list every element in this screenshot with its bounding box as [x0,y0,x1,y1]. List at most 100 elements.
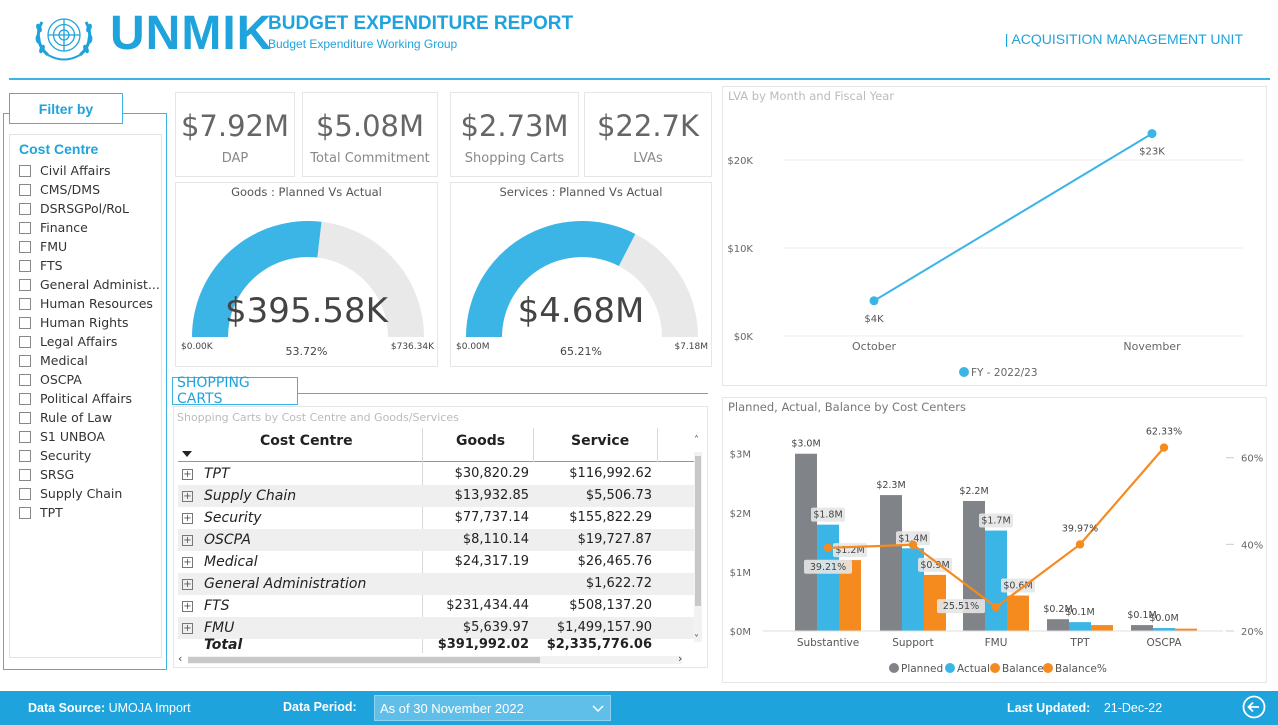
scroll-down-icon[interactable]: ˅ [694,634,699,645]
checkbox[interactable] [19,259,31,272]
checkbox[interactable] [19,506,31,519]
balance-pct-point [991,602,1001,612]
checkbox[interactable] [19,373,31,386]
expand-plus-icon[interactable]: + [182,601,193,612]
checkbox[interactable] [19,278,31,291]
checkbox[interactable] [19,202,31,215]
cost-centre-option[interactable]: Security [19,446,159,465]
y-tick-label: $1M [730,568,751,579]
y-tick-label: $20K [727,156,753,167]
checkbox[interactable] [19,468,31,481]
brand-name: UNMIK [110,7,273,60]
x-tick-label: October [852,340,896,353]
data-label: $0.2M [1043,604,1072,615]
series-line [873,132,1153,302]
cost-centre-option[interactable]: FMU [19,237,159,256]
bar-planned [880,495,902,631]
x-tick-label: TPT [1069,637,1090,649]
scroll-up-icon[interactable]: ˄ [694,435,699,446]
expand-plus-icon[interactable]: + [182,491,193,502]
report-subtitle: Budget Expenditure Working Group [268,37,458,51]
cost-centre-option[interactable]: General Administ... [19,275,159,294]
filter-heading: Filter by [9,93,123,124]
checkbox[interactable] [19,297,31,310]
scrollbar-thumb[interactable] [188,657,540,663]
bar-actual [817,524,839,631]
cost-centre-option[interactable]: Legal Affairs [19,332,159,351]
vertical-scrollbar[interactable] [694,452,702,642]
balance-pct-point [823,543,833,552]
cost-centre-option[interactable]: Medical [19,351,159,370]
cost-centre-list: Civil Affairs CMS/DMS DSRSGPol/RoL Finance F… [19,161,159,522]
table-row: + General Administration $1,622.72 [178,573,695,595]
cost-centre-option[interactable]: OSCPA [19,370,159,389]
cost-centre-option[interactable]: Political Affairs [19,389,159,408]
cost-centre-option[interactable]: Supply Chain [19,484,159,503]
y2-tick-label: 40% [1241,540,1263,551]
table-total-row: Total $391,992.02 $2,335,776.06 [178,634,695,656]
cell-goods: $77,737.14 [454,510,529,525]
data-period-dropdown[interactable]: As of 30 November 2022 [374,695,611,721]
cell-cost-centre: FTS [204,598,230,614]
checkbox[interactable] [19,240,31,253]
cell-cost-centre: Supply Chain [204,488,297,504]
checkbox[interactable] [19,354,31,367]
expand-plus-icon[interactable]: + [182,469,193,480]
cost-centre-option[interactable]: TPT [19,503,159,522]
horizontal-scrollbar[interactable] [188,656,682,664]
checkbox[interactable] [19,392,31,405]
column-header-service[interactable]: Service [571,433,630,449]
checkbox[interactable] [19,316,31,329]
gauge-arc [192,221,424,337]
cost-centre-option[interactable]: CMS/DMS [19,180,159,199]
table-row: + FMU $5,639.97 $1,499,157.90 [178,617,695,639]
checkbox[interactable] [19,430,31,443]
sort-desc-icon[interactable] [182,451,192,457]
expand-plus-icon[interactable]: + [182,513,193,524]
expand-plus-icon[interactable]: + [182,623,193,634]
data-label: $0.1M [1127,610,1156,621]
option-label: Civil Affairs [40,163,111,178]
checkbox[interactable] [19,335,31,348]
checkbox[interactable] [19,487,31,500]
cost-centre-option[interactable]: DSRSGPol/RoL [19,199,159,218]
gauge-title: Goods : Planned Vs Actual [231,185,382,199]
scrollbar-thumb[interactable] [695,456,701,606]
checkbox[interactable] [19,164,31,177]
scroll-right-icon[interactable]: › [678,652,683,665]
checkbox[interactable] [19,411,31,424]
data-label: 62.33% [1146,427,1182,438]
kpi-label: Total Commitment [310,151,430,166]
expand-plus-icon[interactable]: + [182,579,193,590]
data-label: $0.6M [1003,581,1032,592]
checkbox[interactable] [19,449,31,462]
cell-service: $5,506.73 [585,488,652,503]
data-period-value: As of 30 November 2022 [380,701,524,716]
bar-balance [1091,625,1113,631]
cost-centre-option[interactable]: Human Rights [19,313,159,332]
cost-centre-option[interactable]: SRSG [19,465,159,484]
x-tick-label: Support [892,637,934,649]
cost-centre-option[interactable]: Civil Affairs [19,161,159,180]
gauge-arc [466,221,698,337]
cost-centre-option[interactable]: Rule of Law [19,408,159,427]
checkbox[interactable] [19,221,31,234]
expand-plus-icon[interactable]: + [182,535,193,546]
scroll-left-icon[interactable]: ‹ [178,652,183,665]
column-header-goods[interactable]: Goods [456,433,506,449]
cost-centre-option[interactable]: S1 UNBOA [19,427,159,446]
column-header-cost-centre[interactable]: Cost Centre [260,433,353,449]
data-label-bg [811,507,845,522]
cost-centre-option[interactable]: Human Resources [19,294,159,313]
legend-label: Balance [1002,663,1044,675]
data-label: $4K [864,314,884,325]
cell-goods: $30,820.29 [454,466,529,481]
cost-centre-option[interactable]: Finance [19,218,159,237]
checkbox[interactable] [19,183,31,196]
back-arrow-icon[interactable] [1242,695,1266,719]
chevron-down-icon [592,705,604,713]
expand-plus-icon[interactable]: + [182,557,193,568]
data-source-value: UMOJA Import [108,701,191,715]
cost-centre-option[interactable]: FTS [19,256,159,275]
data-label-bg [1001,578,1035,593]
